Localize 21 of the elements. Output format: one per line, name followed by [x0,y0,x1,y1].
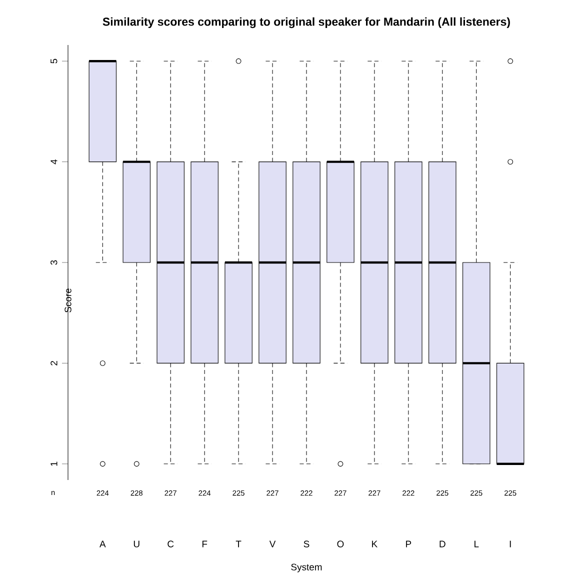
x-tick-label: F [202,540,208,548]
y-tick-label: 2 [50,361,58,366]
y-tick-label: 1 [50,462,58,466]
y-tick-label: 5 [50,58,58,64]
x-tick-label: P [406,540,412,548]
chart-title: Similarity scores comparing to original speaker for Mandarin (All listeners) [102,17,510,28]
x-tick-label: D [440,540,446,548]
x-tick-label: C [168,540,174,548]
x-axis-title: System [291,564,322,572]
x-tick-label: V [269,540,276,548]
x-tick-label: O [337,540,344,548]
x-tick-label: A [100,540,106,548]
y-tick-label: 4 [50,159,58,164]
x-tick-label: U [134,540,140,548]
x-tick-label: S [304,540,310,548]
x-tick-label: K [372,540,378,548]
x-tick-label: T [236,540,242,548]
y-axis-title: Score [64,288,72,312]
y-tick-label: 3 [50,260,58,265]
x-tick-label: I [510,540,511,548]
x-tick-label: L [474,540,479,548]
